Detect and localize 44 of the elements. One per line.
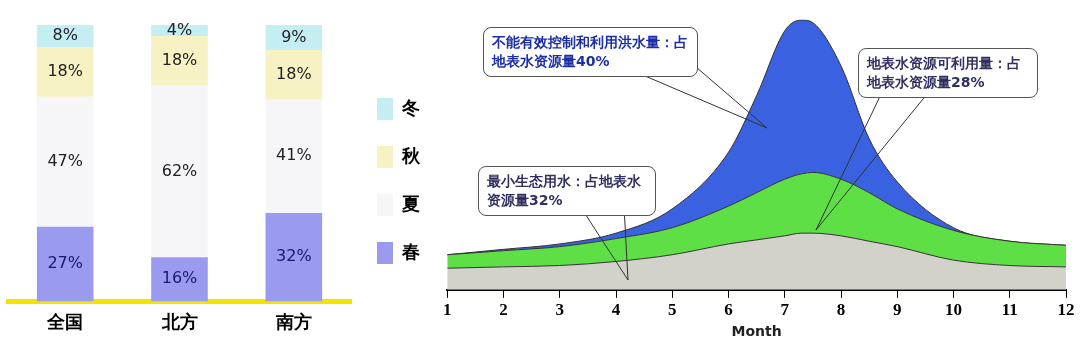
x-tick-label: 6 [724, 300, 733, 320]
data-label: 32% [276, 246, 312, 266]
bar [36, 96, 94, 227]
data-label: 8% [52, 25, 78, 45]
x-tick-label: 4 [611, 300, 621, 320]
x-tick-label: 1 [443, 300, 452, 320]
legend-label: 秋 [401, 144, 421, 166]
bar [151, 257, 208, 302]
x-tick-label: 全国 [46, 310, 84, 332]
x-tick-label: 10 [945, 300, 962, 320]
data-label: 18% [161, 50, 198, 70]
data-label: 4% [166, 19, 193, 39]
bar [265, 212, 323, 302]
x-tick-label: 南方 [274, 310, 312, 332]
x-tick-label: 12 [1057, 300, 1075, 320]
bar [265, 49, 323, 100]
data-label: 9% [281, 26, 307, 46]
data-label: 18% [47, 61, 83, 81]
annotation: 最小生态用水：占地表水资源量32% [478, 166, 656, 216]
x-tick-label: 北方 [160, 310, 198, 332]
x-tick-label: 5 [668, 300, 677, 320]
bar [151, 85, 208, 258]
x-tick-label: 3 [555, 300, 564, 320]
x-tick-label: 9 [893, 300, 902, 320]
x-tick-label: 7 [780, 300, 790, 320]
legend-label: 夏 [401, 192, 420, 214]
data-label: 41% [276, 145, 312, 165]
bar [36, 47, 94, 97]
bar [151, 36, 208, 86]
data-label: 62% [161, 160, 198, 180]
x-tick-label: 2 [499, 300, 508, 320]
data-label: 27% [47, 253, 83, 273]
legend-label: 冬 [401, 96, 420, 118]
x-tick-label: 11 [1001, 300, 1018, 320]
bar [265, 99, 323, 213]
data-label: 16% [161, 268, 198, 288]
data-label: 47% [47, 150, 83, 170]
data-label: 18% [276, 63, 312, 83]
bar [36, 226, 94, 302]
legend-label: 春 [401, 240, 420, 262]
x-tick-label: 8 [836, 300, 846, 320]
annotation: 不能有效控制和利用洪水量：占地表水资源量40% [483, 27, 698, 77]
annotation: 地表水资源可利用量：占地表水资源量28% [858, 48, 1038, 98]
x-axis-title: Month [731, 323, 782, 340]
